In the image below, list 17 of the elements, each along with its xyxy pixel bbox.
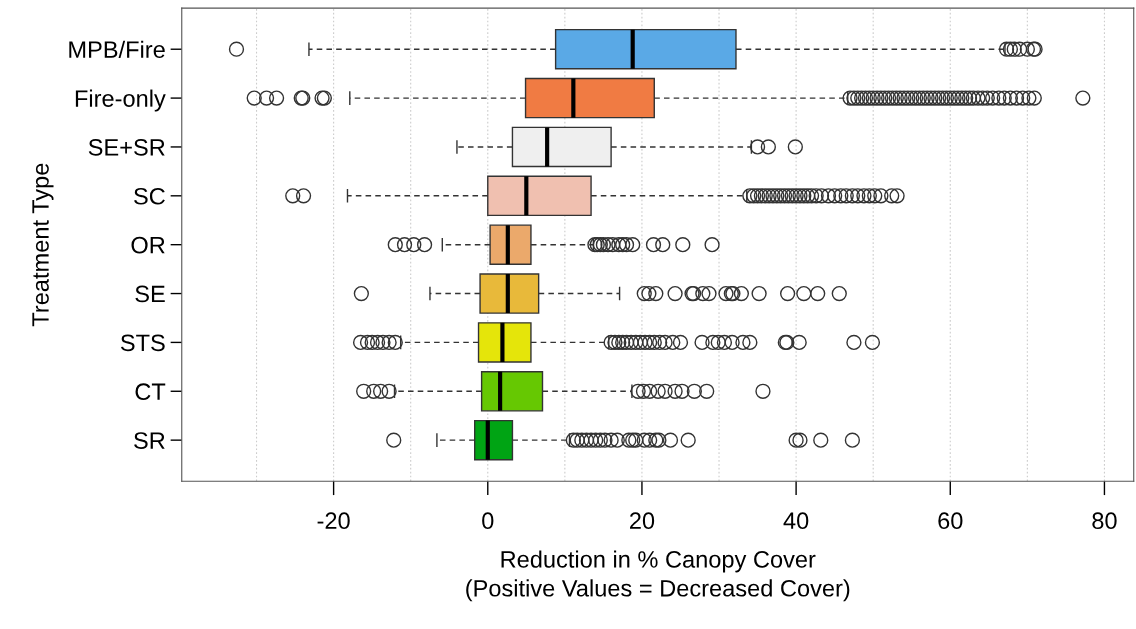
x-tick-label: 40	[783, 512, 809, 530]
x-tick-label: -20	[317, 512, 350, 530]
y-tick-label: SE	[135, 285, 165, 303]
y-tick-label: Fire-only	[75, 89, 166, 112]
y-axis-title: Treatment Type	[32, 163, 54, 327]
y-tick-label: SR	[134, 432, 165, 449]
y-tick-label: SC	[134, 187, 165, 205]
y-tick-label: CT	[135, 383, 166, 401]
x-tick-label: 20	[630, 512, 655, 530]
x-tick-label: 80	[1092, 512, 1117, 530]
y-tick-label: STS	[120, 334, 165, 352]
y-tick-label: SE+SR	[88, 139, 165, 156]
y-tick-label: MPB/Fire	[69, 40, 165, 59]
x-axis-title: Reduction in % Canopy Cover (Positive Values = Decreased Cover)	[466, 550, 850, 602]
x-tick-label: 0	[482, 512, 494, 530]
y-tick-label: OR	[131, 236, 165, 254]
x-tick-label: 60	[938, 512, 963, 530]
